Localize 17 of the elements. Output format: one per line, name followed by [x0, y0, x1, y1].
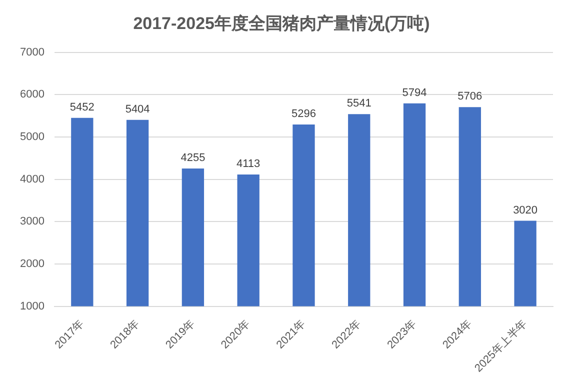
data-label: 5404	[125, 103, 150, 116]
data-label: 5296	[291, 108, 316, 120]
y-tick-label: 5000	[20, 131, 44, 144]
y-tick-label: 3000	[20, 216, 44, 228]
data-label: 4255	[180, 152, 206, 164]
y-tick-label: 6000	[20, 88, 44, 101]
data-label: 5541	[346, 98, 372, 110]
y-tick-label: 7000	[20, 46, 44, 58]
data-label: 3020	[513, 204, 538, 216]
data-label: 5794	[402, 86, 427, 99]
data-label: 5452	[70, 101, 94, 114]
y-tick-label: 1000	[20, 300, 44, 312]
data-label: 5706	[458, 90, 482, 103]
y-tick-label: 2000	[20, 258, 44, 270]
chart-title: 2017-2025年度全国猪肉产量情况(万吨)	[133, 14, 430, 33]
y-tick-label: 4000	[20, 173, 44, 186]
data-label: 4113	[236, 158, 260, 170]
